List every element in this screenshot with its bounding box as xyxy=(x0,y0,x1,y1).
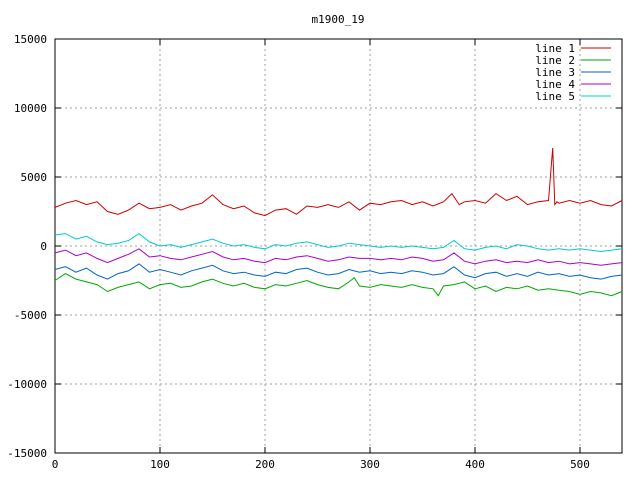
series-line-2 xyxy=(54,273,623,297)
axis-ticks xyxy=(54,38,622,454)
axis-tick-labels: 0 100 200 300 400 500 -15000 -10000 -5000 0 5000 10… xyxy=(7,33,590,471)
legend-label-2: line 2 xyxy=(535,54,575,67)
series-lines xyxy=(54,147,623,297)
y-tick-label: 5000 xyxy=(21,171,48,184)
y-tick-label: -5000 xyxy=(14,309,47,322)
x-tick-label: 200 xyxy=(255,458,275,471)
x-tick-label: 400 xyxy=(465,458,485,471)
y-tick-label: -15000 xyxy=(7,447,47,460)
x-tick-label: 100 xyxy=(150,458,170,471)
legend-label-5: line 5 xyxy=(535,90,575,103)
x-tick-label: 500 xyxy=(570,458,590,471)
legend-label-4: line 4 xyxy=(535,78,575,91)
series-line-3 xyxy=(54,263,623,280)
x-tick-label: 300 xyxy=(360,458,380,471)
chart-title: m1900_19 xyxy=(312,13,365,26)
y-tick-label: 15000 xyxy=(14,33,47,46)
y-tick-label: 0 xyxy=(40,240,47,253)
series-line-1 xyxy=(54,147,623,217)
y-tick-label: 10000 xyxy=(14,102,47,115)
series-line-4 xyxy=(54,248,623,266)
legend-label-1: line 1 xyxy=(535,42,575,55)
legend-label-3: line 3 xyxy=(535,66,575,79)
y-tick-label: -10000 xyxy=(7,378,47,391)
series-line-5 xyxy=(54,232,623,253)
x-tick-label: 0 xyxy=(52,458,59,471)
